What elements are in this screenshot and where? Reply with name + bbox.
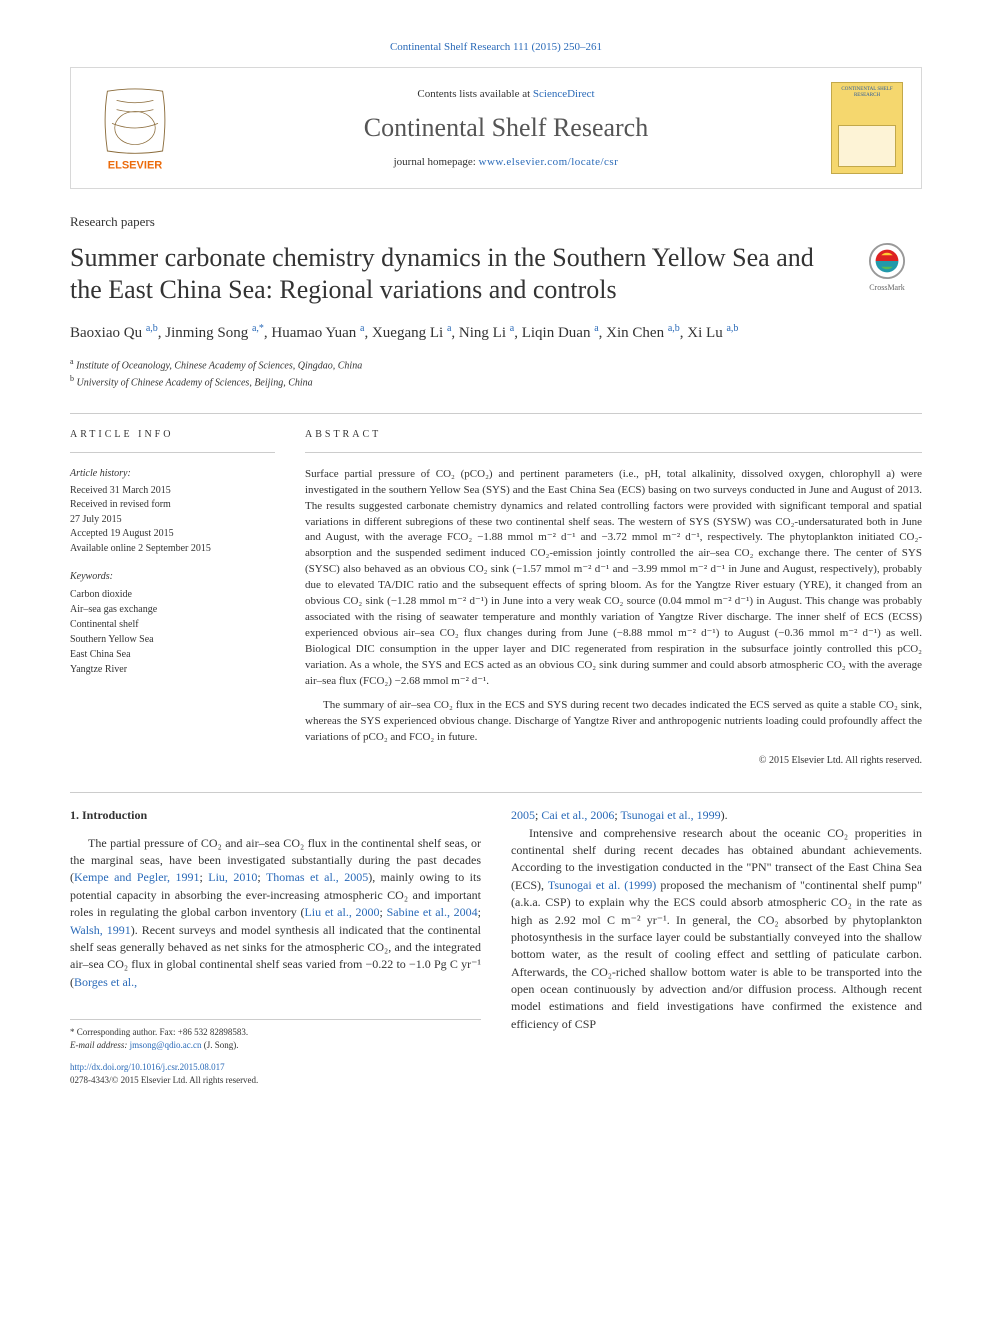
- cover-text: CONTINENTAL SHELF RESEARCH: [841, 87, 892, 98]
- abstract-copyright: © 2015 Elsevier Ltd. All rights reserved…: [305, 754, 922, 769]
- keyword: Yangtze River: [70, 662, 275, 677]
- history-block: Article history: Received 31 March 2015 …: [70, 467, 275, 556]
- author-aff[interactable]: a: [360, 323, 364, 334]
- article-info-heading: article info: [70, 428, 275, 443]
- citation-link[interactable]: Liu et al., 2000: [304, 905, 379, 919]
- keywords-block: Keywords: Carbon dioxide Air–sea gas exc…: [70, 570, 275, 677]
- author-aff[interactable]: a,b: [726, 323, 738, 334]
- keyword: East China Sea: [70, 647, 275, 662]
- author: Xin Chen a,b: [606, 325, 680, 341]
- keywords-list: Carbon dioxide Air–sea gas exchange Cont…: [70, 587, 275, 677]
- crossmark-badge[interactable]: CrossMark: [852, 242, 922, 293]
- body-paragraph: Intensive and comprehensive research abo…: [511, 825, 922, 1034]
- divider: [70, 413, 922, 414]
- doi-link[interactable]: http://dx.doi.org/10.1016/j.csr.2015.08.…: [70, 1062, 225, 1072]
- top-citation-link[interactable]: Continental Shelf Research 111 (2015) 25…: [390, 41, 602, 53]
- email-link[interactable]: jmsong@qdio.ac.cn: [130, 1040, 202, 1050]
- author: Baoxiao Qu a,b: [70, 325, 158, 341]
- history-line: Accepted 19 August 2015: [70, 527, 275, 542]
- abstract-text: Surface partial pressure of CO₂ (pCO₂) a…: [305, 467, 922, 768]
- author: Xuegang Li a: [372, 325, 451, 341]
- keyword: Southern Yellow Sea: [70, 632, 275, 647]
- citation-link[interactable]: 2005: [511, 808, 535, 822]
- homepage-line: journal homepage: www.elsevier.com/locat…: [199, 155, 813, 170]
- history-line: 27 July 2015: [70, 513, 275, 528]
- citation-link[interactable]: Tsunogai et al., 1999: [620, 808, 720, 822]
- body-paragraph: 2005; Cai et al., 2006; Tsunogai et al.,…: [511, 807, 922, 824]
- affiliation: a Institute of Oceanology, Chinese Acade…: [70, 356, 922, 373]
- contents-line: Contents lists available at ScienceDirec…: [199, 87, 813, 102]
- keyword: Continental shelf: [70, 617, 275, 632]
- author: Xi Lu a,b: [687, 325, 738, 341]
- affiliations: a Institute of Oceanology, Chinese Acade…: [70, 356, 922, 391]
- abstract-heading: abstract: [305, 428, 922, 442]
- author-aff[interactable]: a,b: [668, 323, 680, 334]
- author: Ning Li a: [459, 325, 514, 341]
- title-row: Summer carbonate chemistry dynamics in t…: [70, 242, 922, 321]
- footnotes: * Corresponding author. Fax: +86 532 828…: [70, 1019, 481, 1051]
- divider: [305, 452, 922, 453]
- homepage-link[interactable]: www.elsevier.com/locate/csr: [479, 156, 619, 168]
- article-type: Research papers: [70, 213, 922, 231]
- abstract-p2: The summary of air–sea CO₂ flux in the E…: [305, 698, 922, 746]
- citation-link[interactable]: Borges et al.,: [74, 975, 137, 989]
- keyword: Carbon dioxide: [70, 587, 275, 602]
- citation-link[interactable]: Thomas et al., 2005: [266, 870, 368, 884]
- history-heading: Article history:: [70, 467, 275, 482]
- section-heading: 1. Introduction: [70, 807, 481, 824]
- journal-name: Continental Shelf Research: [199, 110, 813, 146]
- divider: [70, 452, 275, 453]
- author-aff[interactable]: a: [447, 323, 451, 334]
- article-info-column: article info Article history: Received 3…: [70, 428, 275, 768]
- author-aff[interactable]: a,b: [146, 323, 158, 334]
- body-col-left: 1. Introduction The partial pressure of …: [70, 807, 481, 1086]
- abstract-column: abstract Surface partial pressure of CO₂…: [305, 428, 922, 768]
- citation-link[interactable]: Walsh, 1991: [70, 923, 131, 937]
- author: Huamao Yuan a: [271, 325, 364, 341]
- divider: [70, 792, 922, 793]
- authors-list: Baoxiao Qu a,b, Jinming Song a,*, Huamao…: [70, 321, 922, 345]
- journal-cover-thumbnail: CONTINENTAL SHELF RESEARCH: [831, 82, 903, 174]
- crossmark-icon: [868, 242, 906, 280]
- sciencedirect-link[interactable]: ScienceDirect: [533, 88, 595, 100]
- history-line: Received 31 March 2015: [70, 484, 275, 499]
- citation-link[interactable]: Kempe and Pegler, 1991: [74, 870, 199, 884]
- bottom-meta: http://dx.doi.org/10.1016/j.csr.2015.08.…: [70, 1061, 481, 1086]
- journal-center: Contents lists available at ScienceDirec…: [199, 87, 813, 170]
- keywords-heading: Keywords:: [70, 570, 275, 585]
- issn-line: 0278-4343/© 2015 Elsevier Ltd. All right…: [70, 1074, 481, 1087]
- author-aff[interactable]: a: [510, 323, 514, 334]
- author: Jinming Song a,*: [165, 325, 264, 341]
- history-line: Available online 2 September 2015: [70, 542, 275, 557]
- body-paragraph: The partial pressure of CO₂ and air–sea …: [70, 835, 481, 992]
- author-aff[interactable]: a,*: [252, 323, 264, 334]
- article-title: Summer carbonate chemistry dynamics in t…: [70, 242, 832, 307]
- abstract-p1: Surface partial pressure of CO₂ (pCO₂) a…: [305, 467, 922, 690]
- citation-link[interactable]: Liu, 2010: [208, 870, 257, 884]
- info-abstract-row: article info Article history: Received 3…: [70, 428, 922, 768]
- contents-prefix: Contents lists available at: [417, 88, 532, 100]
- body-col-right: 2005; Cai et al., 2006; Tsunogai et al.,…: [511, 807, 922, 1086]
- corresponding-author-note: * Corresponding author. Fax: +86 532 828…: [70, 1026, 481, 1039]
- elsevier-logo: ELSEVIER: [89, 82, 181, 174]
- body-columns: 1. Introduction The partial pressure of …: [70, 807, 922, 1086]
- svg-text:ELSEVIER: ELSEVIER: [108, 160, 163, 172]
- affiliation: b University of Chinese Academy of Scien…: [70, 373, 922, 390]
- journal-header-box: ELSEVIER Contents lists available at Sci…: [70, 67, 922, 189]
- keyword: Air–sea gas exchange: [70, 602, 275, 617]
- top-citation: Continental Shelf Research 111 (2015) 25…: [70, 40, 922, 55]
- citation-link[interactable]: Sabine et al., 2004: [387, 905, 478, 919]
- crossmark-label: CrossMark: [869, 283, 905, 292]
- citation-link[interactable]: Tsunogai et al. (1999): [548, 878, 656, 892]
- author: Liqin Duan a: [522, 325, 599, 341]
- history-line: Received in revised form: [70, 498, 275, 513]
- email-line: E-mail address: jmsong@qdio.ac.cn (J. So…: [70, 1039, 481, 1052]
- citation-link[interactable]: Cai et al., 2006: [541, 808, 614, 822]
- author-aff[interactable]: a: [594, 323, 598, 334]
- homepage-prefix: journal homepage:: [394, 156, 479, 168]
